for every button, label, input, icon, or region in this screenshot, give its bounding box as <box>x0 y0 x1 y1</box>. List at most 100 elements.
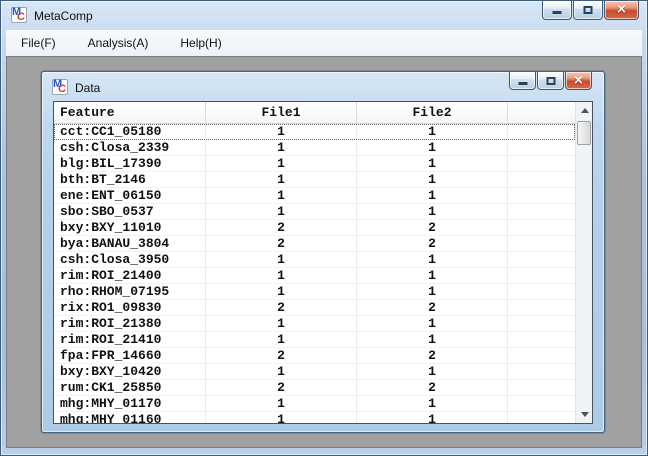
cell-file2: 1 <box>357 204 508 220</box>
cell-file2: 2 <box>357 300 508 316</box>
cell-file2: 1 <box>357 140 508 156</box>
data-minimize-button[interactable] <box>509 72 536 90</box>
header-file1[interactable]: File1 <box>206 102 357 123</box>
cell-file2: 1 <box>357 124 508 140</box>
table-row[interactable]: cct:CC1_05180 1 1 <box>54 124 575 140</box>
data-titlebar[interactable]: M C Data × <box>42 72 604 101</box>
cell-file2: 2 <box>357 236 508 252</box>
cell-file1: 2 <box>206 348 357 364</box>
data-maximize-button[interactable] <box>537 72 564 90</box>
cell-empty <box>508 348 575 364</box>
cell-feature: ene:ENT_06150 <box>54 188 206 204</box>
vertical-scrollbar[interactable] <box>575 102 592 423</box>
table-row[interactable]: csh:Closa_2339 1 1 <box>54 140 575 156</box>
cell-feature: rho:RHOM_07195 <box>54 284 206 300</box>
cell-file1: 1 <box>206 124 357 140</box>
data-window-logo-icon: M C <box>52 78 68 95</box>
cell-file2: 1 <box>357 396 508 412</box>
cell-file2: 2 <box>357 380 508 396</box>
cell-file2: 2 <box>357 220 508 236</box>
table-row[interactable]: rix:RO1_09830 2 2 <box>54 300 575 316</box>
cell-empty <box>508 172 575 188</box>
cell-empty <box>508 156 575 172</box>
cell-file2: 2 <box>357 348 508 364</box>
cell-feature: cct:CC1_05180 <box>54 124 206 140</box>
cell-feature: rim:ROI_21400 <box>54 268 206 284</box>
header-empty[interactable] <box>508 102 575 123</box>
mdi-client-area: M C Data × Feature File1 File2 <box>6 56 642 448</box>
close-button[interactable]: × <box>604 1 639 20</box>
table-row[interactable]: sbo:SBO_0537 1 1 <box>54 204 575 220</box>
cell-empty <box>508 124 575 140</box>
table-row[interactable]: bxy:BXY_11010 2 2 <box>54 220 575 236</box>
table-row[interactable]: bxy:BXY_10420 1 1 <box>54 364 575 380</box>
cell-file1: 2 <box>206 300 357 316</box>
cell-file1: 1 <box>206 412 357 423</box>
table-row[interactable]: ene:ENT_06150 1 1 <box>54 188 575 204</box>
cell-empty <box>508 188 575 204</box>
minimize-button[interactable] <box>542 1 572 20</box>
cell-file1: 1 <box>206 284 357 300</box>
table-row[interactable]: bth:BT_2146 1 1 <box>54 172 575 188</box>
menu-help[interactable]: Help(H) <box>180 36 222 50</box>
table-row[interactable]: mhg:MHY_01170 1 1 <box>54 396 575 412</box>
cell-file1: 2 <box>206 380 357 396</box>
table-row[interactable]: csh:Closa_3950 1 1 <box>54 252 575 268</box>
cell-feature: rum:CK1_25850 <box>54 380 206 396</box>
cell-feature: csh:Closa_2339 <box>54 140 206 156</box>
table-header: Feature File1 File2 <box>54 102 575 124</box>
cell-empty <box>508 252 575 268</box>
cell-file1: 1 <box>206 172 357 188</box>
scroll-up-button[interactable] <box>576 102 593 119</box>
cell-feature: rix:RO1_09830 <box>54 300 206 316</box>
table-row[interactable]: rim:ROI_21400 1 1 <box>54 268 575 284</box>
arrow-down-icon <box>580 412 589 417</box>
cell-feature: mhg:MHY_01170 <box>54 396 206 412</box>
close-icon: × <box>616 2 627 17</box>
cell-empty <box>508 140 575 156</box>
maximize-icon <box>546 77 555 85</box>
logo-letter-m: M <box>53 78 63 90</box>
scrollbar-thumb[interactable] <box>577 121 591 145</box>
cell-file1: 1 <box>206 396 357 412</box>
cell-empty <box>508 268 575 284</box>
cell-file2: 1 <box>357 316 508 332</box>
table-row[interactable]: mhg:MHY_01160 1 1 <box>54 412 575 423</box>
menu-file[interactable]: File(F) <box>21 36 56 50</box>
cell-empty <box>508 300 575 316</box>
table-row[interactable]: blg:BIL_17390 1 1 <box>54 156 575 172</box>
header-file2[interactable]: File2 <box>357 102 508 123</box>
table-row[interactable]: rim:ROI_21410 1 1 <box>54 332 575 348</box>
cell-file1: 1 <box>206 140 357 156</box>
table-row[interactable]: rim:ROI_21380 1 1 <box>54 316 575 332</box>
data-table: Feature File1 File2 cct:CC1_05180 1 1 csh:C… <box>53 101 593 424</box>
cell-feature: fpa:FPR_14660 <box>54 348 206 364</box>
cell-feature: bxy:BXY_11010 <box>54 220 206 236</box>
cell-feature: rim:ROI_21410 <box>54 332 206 348</box>
cell-empty <box>508 316 575 332</box>
cell-empty <box>508 204 575 220</box>
cell-empty <box>508 364 575 380</box>
header-feature[interactable]: Feature <box>54 102 206 123</box>
main-caption-buttons: × <box>542 1 639 20</box>
data-window-title: Data <box>75 81 101 95</box>
cell-empty <box>508 332 575 348</box>
scroll-down-button[interactable] <box>576 406 593 423</box>
minimize-icon <box>552 11 562 14</box>
menu-analysis[interactable]: Analysis(A) <box>87 36 149 50</box>
maximize-button[interactable] <box>573 1 603 20</box>
cell-file2: 1 <box>357 188 508 204</box>
cell-file2: 1 <box>357 268 508 284</box>
cell-empty <box>508 412 575 423</box>
data-close-button[interactable]: × <box>565 72 592 90</box>
logo-letter-c: C <box>17 11 25 23</box>
table-row[interactable]: rum:CK1_25850 2 2 <box>54 380 575 396</box>
cell-file1: 2 <box>206 220 357 236</box>
maximize-icon <box>583 6 593 14</box>
table-row[interactable]: fpa:FPR_14660 2 2 <box>54 348 575 364</box>
cell-feature: rim:ROI_21380 <box>54 316 206 332</box>
cell-file1: 1 <box>206 156 357 172</box>
main-titlebar[interactable]: M C MetaComp × <box>1 1 647 30</box>
table-row[interactable]: rho:RHOM_07195 1 1 <box>54 284 575 300</box>
table-row[interactable]: bya:BANAU_3804 2 2 <box>54 236 575 252</box>
